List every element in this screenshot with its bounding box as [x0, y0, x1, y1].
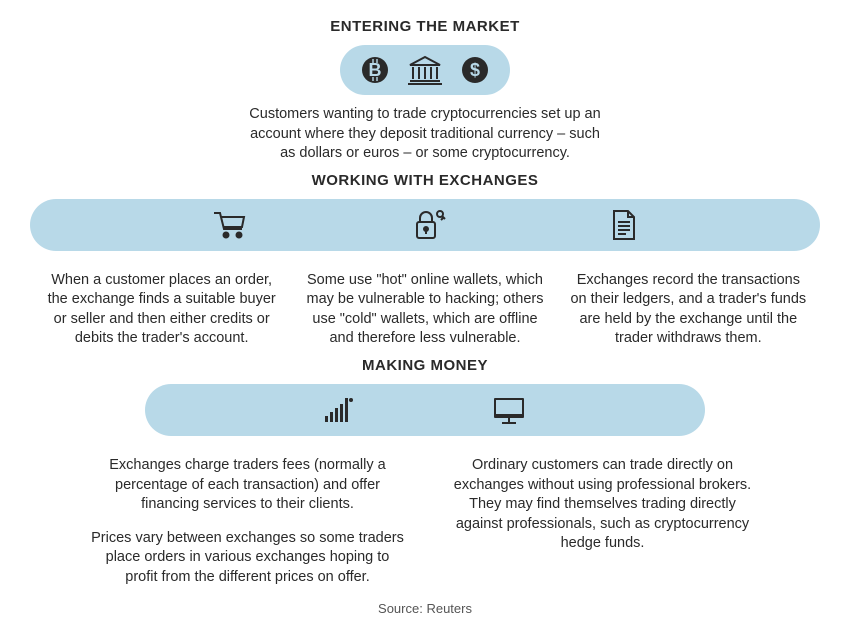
source-label: Source: Reuters	[30, 601, 820, 616]
ledger-icon	[610, 209, 638, 241]
icon-pill-entering: B $	[340, 45, 510, 95]
bars-icon	[323, 396, 355, 424]
section-title-exchanges: WORKING WITH EXCHANGES	[30, 172, 820, 189]
icon-pill-exchanges	[30, 199, 820, 251]
money-text-2a: Ordinary customers can trade directly on…	[445, 456, 760, 554]
svg-text:B: B	[368, 60, 381, 80]
bitcoin-icon: B	[361, 56, 389, 84]
padlock-icon	[411, 208, 447, 242]
section-title-money: MAKING MONEY	[30, 357, 820, 374]
entering-description: Customers wanting to trade cryptocurrenc…	[245, 105, 605, 164]
money-row: Exchanges charge traders fees (normally …	[90, 446, 760, 587]
dollar-icon: $	[461, 56, 489, 84]
money-text-1b: Prices vary between exchanges so some tr…	[90, 529, 405, 588]
svg-text:$: $	[470, 60, 480, 80]
monitor-icon	[491, 395, 527, 425]
section-title-entering: ENTERING THE MARKET	[30, 18, 820, 35]
cart-icon	[212, 209, 248, 241]
exchanges-row: When a customer places an order, the exc…	[40, 261, 810, 349]
exchanges-text-1: When a customer places an order, the exc…	[40, 271, 283, 349]
bank-icon	[408, 55, 442, 85]
icon-pill-money	[145, 384, 705, 436]
money-text-1a: Exchanges charge traders fees (normally …	[90, 456, 405, 515]
exchanges-text-2: Some use "hot" online wallets, which may…	[303, 271, 546, 349]
exchanges-text-3: Exchanges record the transactions on the…	[567, 271, 810, 349]
